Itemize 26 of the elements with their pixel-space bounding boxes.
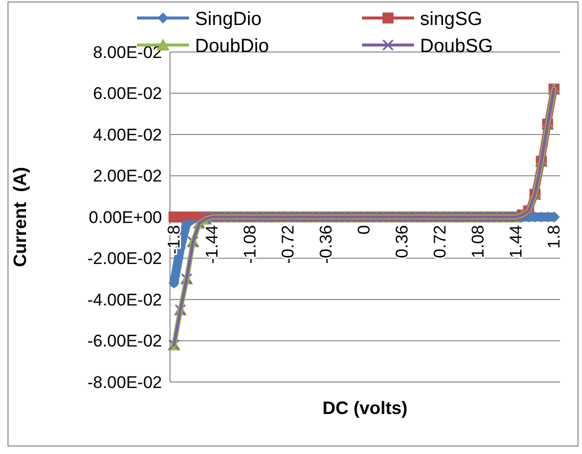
y-tick-label: 8.00E-02 bbox=[93, 42, 162, 62]
x-tick-label: -1.44 bbox=[202, 225, 222, 264]
x-tick-label: -0.72 bbox=[278, 225, 298, 264]
y-tick-label: 2.00E-02 bbox=[93, 166, 162, 186]
y-tick-label: -4.00E-02 bbox=[87, 290, 162, 310]
x-tick-label: 1.8 bbox=[544, 225, 564, 249]
x-tick-label: 1.44 bbox=[506, 225, 526, 258]
x-tick-label: 0.36 bbox=[392, 225, 412, 258]
x-tick-label: 1.08 bbox=[468, 225, 488, 258]
x-tick-label: -1.8 bbox=[164, 225, 184, 254]
legend-label: DoubDio bbox=[195, 36, 269, 57]
y-tick-label: 4.00E-02 bbox=[93, 125, 162, 144]
x-axis-title: DC (volts) bbox=[322, 398, 408, 418]
x-tick-label: 0 bbox=[354, 225, 374, 234]
legend-label: singSG bbox=[420, 9, 482, 30]
legend-label: SingDio bbox=[195, 9, 262, 30]
y-tick-label: -2.00E-02 bbox=[87, 249, 162, 268]
legend-label: DoubSG bbox=[420, 36, 493, 57]
y-axis-title: Current (A) bbox=[10, 167, 30, 267]
x-tick-label: 0.72 bbox=[430, 225, 450, 258]
y-tick-label: -6.00E-02 bbox=[87, 332, 162, 351]
x-tick-label: -1.08 bbox=[240, 225, 260, 264]
y-tick-label: -8.00E-02 bbox=[87, 372, 162, 392]
y-tick-label: 6.00E-02 bbox=[93, 84, 162, 104]
y-tick-label: 0.00E+00 bbox=[88, 208, 162, 227]
x-tick-label: -0.36 bbox=[316, 225, 336, 264]
